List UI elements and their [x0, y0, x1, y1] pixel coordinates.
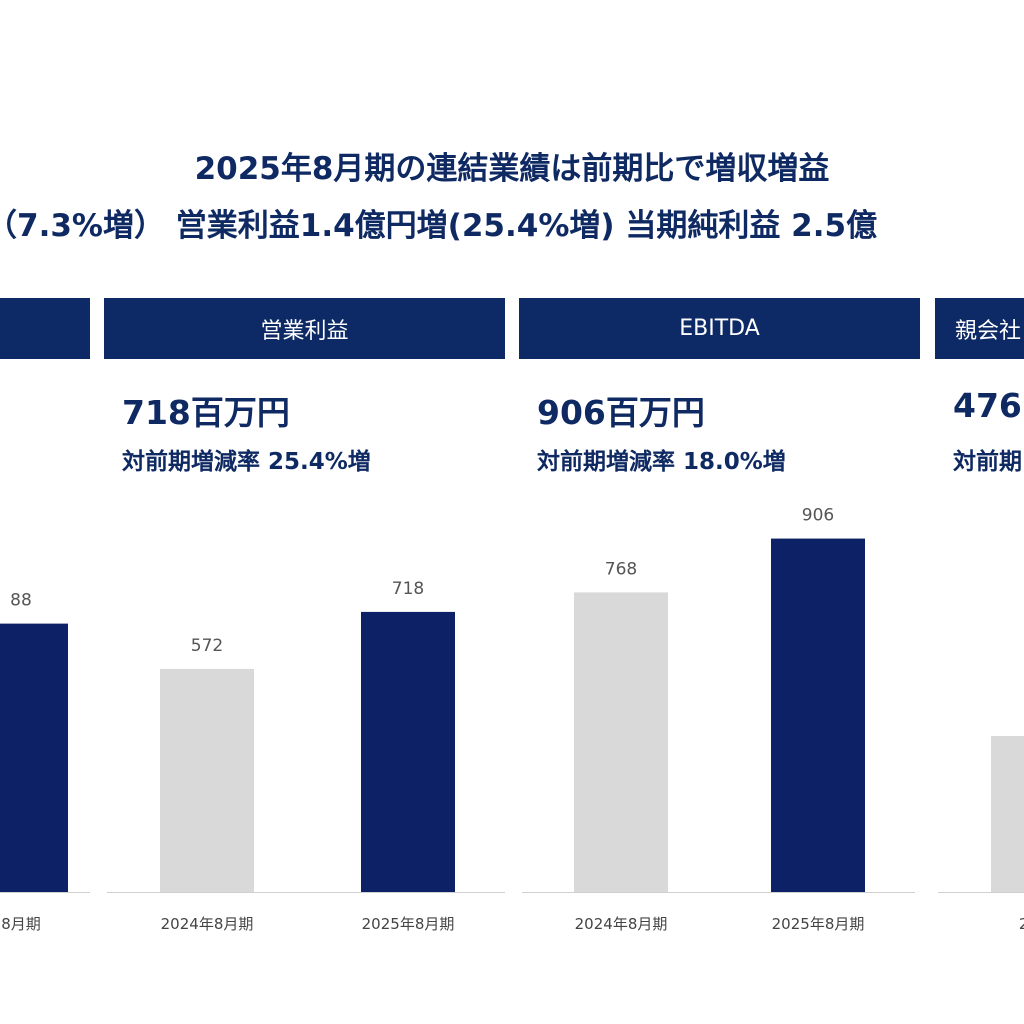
x-tick-label: 8月期 — [1, 915, 41, 933]
panel-band-operating-profit: 営業利益 — [104, 298, 505, 359]
x-tick-label: 2025年8月期 — [362, 915, 455, 933]
bar — [771, 538, 865, 892]
net-income-rate: 対前期 — [953, 449, 1022, 475]
operating-profit-rate: 対前期増減率 25.4%増 — [122, 449, 371, 475]
net-income-value: 476 — [953, 386, 1022, 425]
bar-value-label: 718 — [392, 579, 424, 599]
bar-value-label: 572 — [191, 636, 223, 656]
bar — [574, 592, 668, 892]
bar — [160, 668, 254, 892]
headline-title: 2025年8月期の連結業績は前期比で増収増益 — [194, 151, 830, 187]
operating-profit-value: 718百万円 — [122, 393, 290, 432]
x-tick-label: 2024年8月期 — [575, 915, 668, 933]
panel-band-1 — [0, 298, 90, 359]
bar — [361, 611, 455, 892]
bar-value-label: 906 — [802, 506, 834, 526]
bar-value-label: 88 — [10, 591, 32, 611]
panel-band-net-income: 親会社 — [935, 298, 1024, 359]
x-tick-label: 2025年8月期 — [772, 915, 865, 933]
x-tick-label: 2024 — [1019, 915, 1024, 933]
x-tick-label: 2024年8月期 — [161, 915, 254, 933]
bar-value-label: 768 — [605, 559, 637, 579]
ebitda-value: 906百万円 — [537, 393, 705, 432]
bar — [991, 735, 1024, 892]
headline-subtitle: （7.3%増） 営業利益1.4億円増(25.4%増) 当期純利益 2.5億 — [0, 208, 878, 244]
ebitda-rate: 対前期増減率 18.0%増 — [537, 449, 786, 475]
panel-band-ebitda: EBITDA — [519, 298, 920, 359]
bar — [0, 623, 68, 892]
